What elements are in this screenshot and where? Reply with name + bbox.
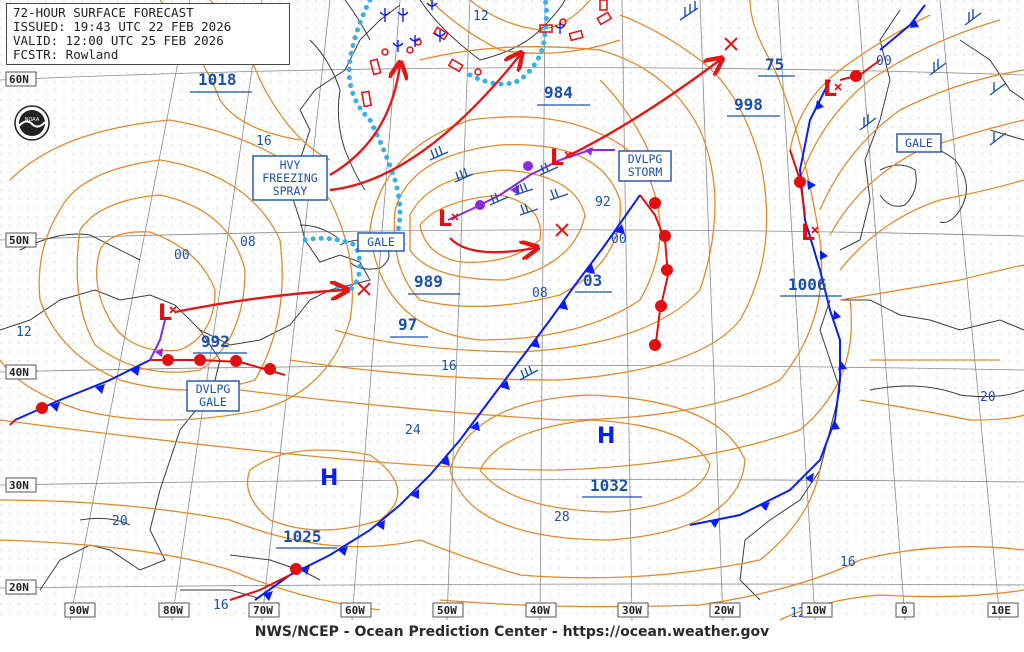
lon-label: 0 <box>901 604 908 617</box>
pressure-label: 75 <box>765 55 784 74</box>
isobar-label: 16 <box>441 359 457 374</box>
lon-label: 10E <box>991 604 1011 617</box>
lat-label: 60N <box>9 73 29 86</box>
isobar-labels: 12 16 08 00 92 00 08 16 24 28 20 16 12 1… <box>16 9 996 621</box>
warm-fronts <box>9 59 881 601</box>
isobar-label: 92 <box>595 195 611 210</box>
warning-label-storm: STORM <box>628 165 663 179</box>
pressure-label: 998 <box>734 95 763 114</box>
high-pressure-centers: H H <box>320 424 615 491</box>
latitude-labels: 60N 50N 40N 30N 20N <box>5 71 37 595</box>
warning-label-gale: GALE <box>367 235 395 249</box>
warning-label-dvlpg: DVLPG <box>628 152 663 166</box>
pressure-labels: 1018 984 998 75 989 992 97 03 1006 1025 … <box>198 55 827 546</box>
pressure-label: 97 <box>398 315 417 334</box>
isobar-label: 00 <box>876 54 892 69</box>
lat-label: 30N <box>9 479 29 492</box>
lon-label: 50W <box>437 604 457 617</box>
isobar-label: 12 <box>16 325 32 340</box>
isobar-label: 20 <box>112 514 128 529</box>
isobar-label: 16 <box>256 134 272 149</box>
low-symbol: L <box>158 301 172 326</box>
warning-label-gale: GALE <box>199 395 227 409</box>
warning-label-dvlpg: DVLPG <box>196 382 231 396</box>
low-symbol: L <box>801 221 815 246</box>
pressure-label: 989 <box>414 272 443 291</box>
isobar-label: 08 <box>240 235 256 250</box>
valid-time: VALID: 12:00 UTC 25 FEB 2026 <box>13 33 224 48</box>
pressure-label: 1006 <box>788 275 827 294</box>
low-center-x-marks <box>169 83 842 314</box>
forecast-info-box: 72-HOUR SURFACE FORECAST ISSUED: 19:43 U… <box>6 3 290 65</box>
lat-label: 50N <box>9 234 29 247</box>
lat-label: 40N <box>9 366 29 379</box>
future-low-markers <box>357 37 738 296</box>
pressure-label: 1032 <box>590 476 629 495</box>
high-symbol: H <box>320 466 338 491</box>
lon-label: 60W <box>345 604 365 617</box>
pressure-label: 1018 <box>198 70 237 89</box>
warning-label-freezing: FREEZING <box>262 171 317 185</box>
isobar-label: 20 <box>980 390 996 405</box>
pressure-label: 992 <box>201 332 230 351</box>
ice-accretion-symbols <box>379 0 566 52</box>
lon-label: 10W <box>806 604 826 617</box>
low-symbol: L <box>823 77 837 102</box>
longitude-labels: 90W 80W 70W 60W 50W 40W 30W 20W 10W 0 10… <box>64 602 1019 618</box>
isobars <box>0 0 1024 621</box>
pressure-label: 984 <box>544 83 573 102</box>
forecast-title: 72-HOUR SURFACE FORECAST <box>13 5 194 20</box>
warning-boxes: HVY FREEZING SPRAY GALE GALE DVLPG STORM… <box>186 133 942 412</box>
isobar-label: 00 <box>174 248 190 263</box>
isobar-label: 28 <box>554 510 570 525</box>
lat-label: 20N <box>9 581 29 594</box>
lon-label: 80W <box>163 604 183 617</box>
noaa-logo: NOAA <box>14 105 50 141</box>
lon-label: 90W <box>69 604 89 617</box>
issued-time: ISSUED: 19:43 UTC 22 FEB 2026 <box>13 19 232 34</box>
high-symbol: H <box>597 424 615 449</box>
pressure-label-underlines <box>190 75 842 549</box>
warning-label-gale: GALE <box>905 136 933 150</box>
lon-label: 70W <box>253 604 273 617</box>
isobar-label: 16 <box>840 555 856 570</box>
lon-label: 40W <box>530 604 550 617</box>
dotted-grid <box>0 0 1024 620</box>
isobar-label: 00 <box>611 232 627 247</box>
isobar-label: 24 <box>405 423 421 438</box>
isobar-label: 16 <box>213 598 229 613</box>
pressure-label: 1025 <box>283 527 322 546</box>
pressure-label: 03 <box>583 271 602 290</box>
low-pressure-centers: L L L L L <box>158 77 837 326</box>
storm-tracks <box>174 55 720 314</box>
footer-credit: NWS/NCEP - Ocean Prediction Center - htt… <box>254 624 770 640</box>
low-symbol: L <box>438 207 452 232</box>
forecaster-name: FCSTR: Rowland <box>13 47 119 62</box>
warning-label-hvy: HVY <box>280 158 301 172</box>
isobar-label: 12 <box>473 9 489 24</box>
lon-label: 30W <box>622 604 642 617</box>
wind-barbs <box>429 1 1007 381</box>
svg-text:NOAA: NOAA <box>25 117 40 123</box>
lon-label: 20W <box>714 604 734 617</box>
low-symbol: L <box>550 146 564 171</box>
cold-fronts <box>14 4 926 601</box>
warning-label-spray: SPRAY <box>273 184 308 198</box>
isobar-label: 08 <box>532 286 548 301</box>
